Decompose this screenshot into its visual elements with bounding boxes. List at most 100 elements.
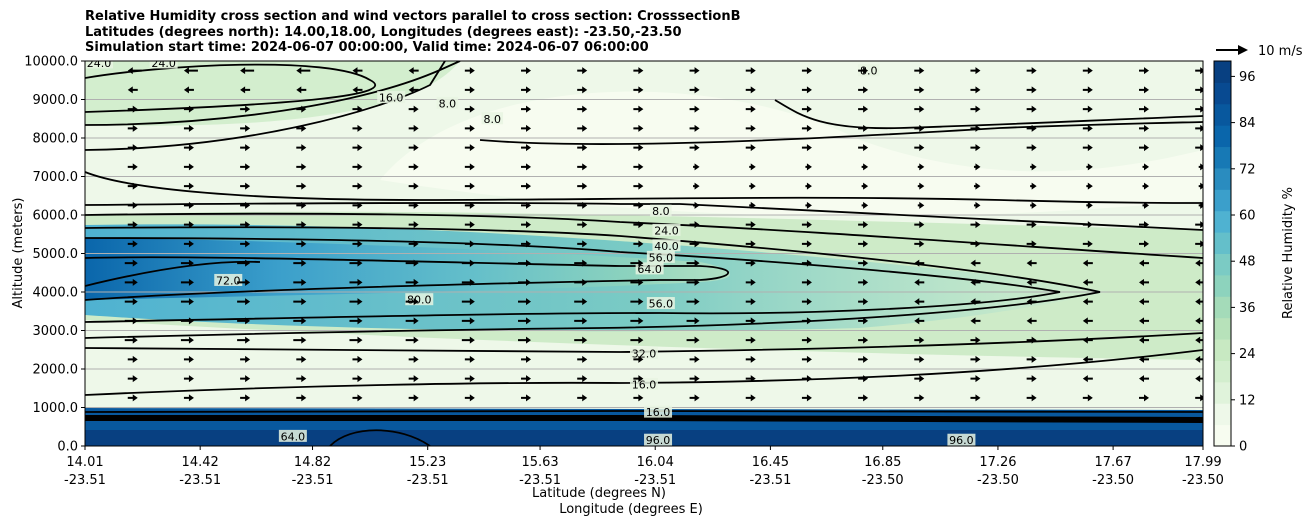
wind-arrow — [180, 336, 194, 344]
wind-arrow — [749, 201, 756, 209]
wind-arrow — [973, 201, 981, 209]
wind-arrow — [801, 298, 812, 306]
wind-arrow — [124, 298, 138, 306]
x-tick-label-lon: -23.51 — [64, 473, 106, 488]
wind-arrow — [521, 163, 532, 171]
wind-arrow — [801, 317, 812, 325]
wind-arrow — [858, 375, 869, 383]
wind-arrow — [237, 317, 251, 325]
wind-arrow — [689, 105, 700, 113]
wind-arrow — [352, 375, 363, 383]
wind-arrow — [1082, 221, 1093, 229]
wind-arrow — [693, 201, 700, 209]
wind-arrow — [240, 124, 251, 132]
wind-arrow — [745, 86, 756, 94]
wind-arrow — [127, 201, 138, 209]
wind-arrow — [689, 124, 700, 132]
wind-arrow — [630, 259, 644, 267]
wind-arrow — [1198, 201, 1203, 209]
wind-arrow — [858, 105, 869, 113]
wind-arrow — [633, 221, 644, 229]
wind-arrow — [240, 201, 251, 209]
wind-arrow — [1195, 144, 1203, 152]
wind-arrow — [127, 182, 138, 190]
wind-arrow — [686, 298, 700, 306]
wind-arrow — [1026, 278, 1037, 286]
x-tick-label-lon: -23.50 — [862, 473, 904, 488]
x-tick-label-lat: 15.23 — [409, 455, 446, 470]
wind-arrow — [858, 67, 869, 75]
wind-arrow — [464, 163, 475, 171]
wind-arrow — [1195, 221, 1203, 229]
wind-arrow — [577, 105, 588, 113]
colorbar-frame — [1213, 60, 1232, 447]
x-tick-label-lon: -23.50 — [1182, 473, 1224, 488]
wind-arrow — [127, 105, 138, 113]
wind-arrow — [464, 201, 475, 209]
wind-arrow — [296, 182, 307, 190]
wind-arrow — [127, 67, 142, 75]
wind-arrow — [127, 375, 138, 383]
wind-arrow — [801, 259, 812, 267]
wind-arrow — [518, 336, 532, 344]
wind-arrow — [745, 240, 756, 248]
wind-arrow — [630, 298, 644, 306]
wind-arrow — [464, 221, 475, 229]
contour-96-dome — [329, 429, 431, 446]
wind-arrow — [745, 124, 756, 132]
wind-arrow — [461, 298, 475, 306]
x-tick-label-lon: -23.51 — [407, 473, 449, 488]
wind-arrow — [801, 105, 812, 113]
wind-arrow — [970, 298, 981, 306]
wind-arrow — [914, 221, 925, 229]
contour-8-mid-upper — [479, 121, 1203, 145]
contour-label: 24.0 — [151, 57, 176, 70]
wind-arrow — [518, 298, 532, 306]
x-tick-label-lon: -23.51 — [749, 473, 791, 488]
wind-arrow — [914, 317, 925, 325]
wind-arrow — [970, 105, 981, 113]
wind-arrow — [970, 221, 981, 229]
wind-arrow — [293, 336, 307, 344]
wind-arrow — [240, 394, 251, 402]
wind-arrow — [1030, 182, 1037, 190]
colorbar-segment — [1214, 339, 1231, 361]
contour-24-top — [85, 63, 377, 113]
wind-arrow — [970, 86, 981, 94]
wind-arrow — [1082, 67, 1093, 75]
wind-arrow — [408, 163, 419, 171]
wind-arrow — [1195, 317, 1203, 325]
wind-arrow — [1082, 124, 1093, 132]
wind-arrow — [240, 163, 251, 171]
wind-arrow — [689, 144, 700, 152]
colorbar-segment — [1214, 61, 1231, 83]
x-tick-label-lon: -23.50 — [977, 473, 1019, 488]
contour-label: 72.0 — [216, 274, 241, 287]
wind-arrow — [240, 182, 251, 190]
wind-arrow — [973, 182, 981, 190]
wind-arrow — [914, 144, 925, 152]
wind-arrow — [745, 336, 756, 344]
wind-arrow — [577, 394, 588, 402]
wind-arrow — [973, 163, 981, 171]
wind-arrow — [970, 394, 981, 402]
wind-arrow — [183, 182, 194, 190]
wind-arrow — [296, 67, 311, 75]
contour-label-bg — [214, 273, 243, 286]
wind-arrow — [1195, 298, 1203, 306]
wind-arrow — [408, 86, 419, 94]
wind-arrow — [518, 259, 532, 267]
wind-arrow — [577, 86, 588, 94]
wind-arrow — [408, 67, 419, 75]
wind-arrow — [183, 144, 194, 152]
contour-label-bg — [278, 429, 307, 442]
wind-key-arrow-head — [1238, 45, 1248, 55]
wind-arrow — [464, 67, 475, 75]
wind-arrow — [1026, 221, 1037, 229]
contour-label: 8.0 — [484, 113, 502, 126]
wind-arrow — [633, 201, 644, 209]
colorbar-segment — [1214, 296, 1231, 319]
wind-arrow — [1198, 182, 1203, 190]
wind-arrow — [296, 201, 307, 209]
wind-arrow — [183, 355, 194, 363]
